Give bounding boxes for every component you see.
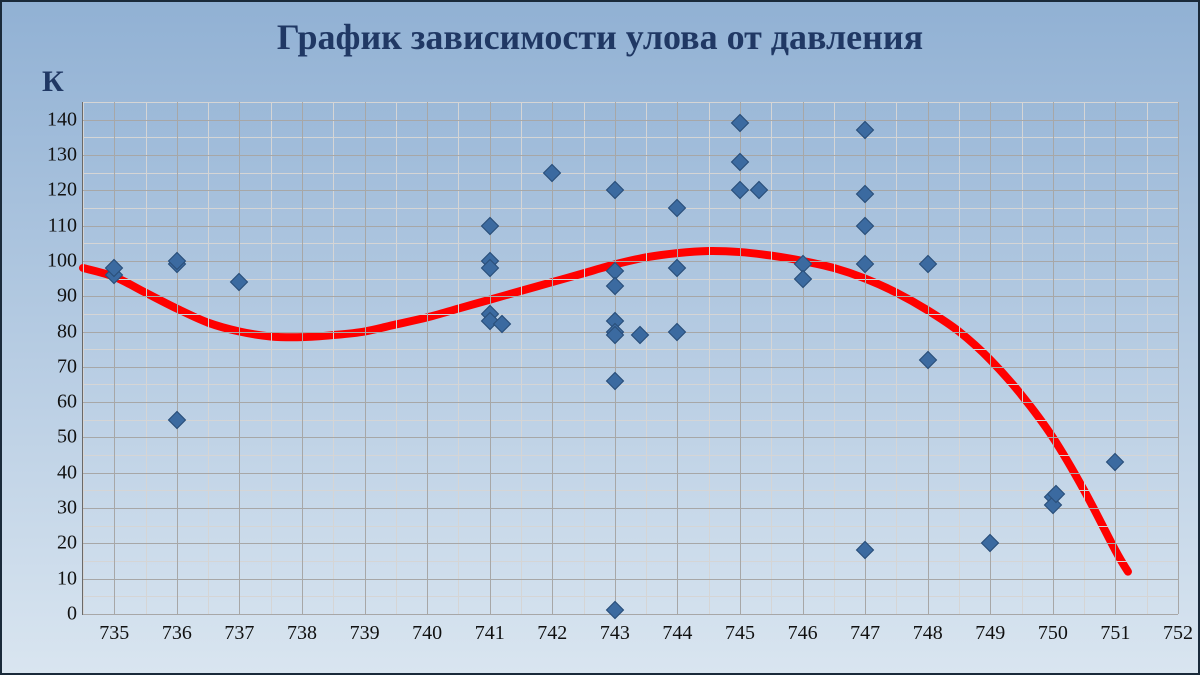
x-tick-label: 739 bbox=[350, 614, 380, 645]
y-tick-label: 110 bbox=[48, 214, 83, 237]
y-tick-label: 80 bbox=[57, 320, 83, 343]
gridline-h bbox=[83, 508, 1178, 509]
gridline-h bbox=[83, 437, 1178, 438]
y-tick-label: 120 bbox=[47, 179, 83, 202]
gridline-v bbox=[677, 102, 678, 614]
y-tick-label: 20 bbox=[57, 532, 83, 555]
trend-line bbox=[83, 102, 1178, 614]
minor-gridline-v bbox=[521, 102, 522, 614]
gridline-h bbox=[83, 226, 1178, 227]
gridline-v bbox=[239, 102, 240, 614]
y-tick-label: 30 bbox=[57, 497, 83, 520]
gridline-v bbox=[1053, 102, 1054, 614]
minor-gridline-h bbox=[83, 243, 1178, 244]
x-tick-label: 750 bbox=[1038, 614, 1068, 645]
minor-gridline-v bbox=[208, 102, 209, 614]
y-tick-label: 60 bbox=[57, 391, 83, 414]
minor-gridline-v bbox=[771, 102, 772, 614]
x-tick-label: 737 bbox=[224, 614, 254, 645]
y-tick-label: 40 bbox=[57, 461, 83, 484]
gridline-v bbox=[490, 102, 491, 614]
y-tick-label: 130 bbox=[47, 143, 83, 166]
minor-gridline-h bbox=[83, 349, 1178, 350]
gridline-v bbox=[1115, 102, 1116, 614]
minor-gridline-h bbox=[83, 314, 1178, 315]
y-tick-label: 70 bbox=[57, 355, 83, 378]
minor-gridline-v bbox=[458, 102, 459, 614]
x-tick-label: 738 bbox=[287, 614, 317, 645]
minor-gridline-v bbox=[834, 102, 835, 614]
gridline-v bbox=[302, 102, 303, 614]
minor-gridline-h bbox=[83, 526, 1178, 527]
y-tick-label: 0 bbox=[67, 603, 83, 626]
minor-gridline-h bbox=[83, 455, 1178, 456]
x-tick-label: 746 bbox=[788, 614, 818, 645]
minor-gridline-v bbox=[1147, 102, 1148, 614]
minor-gridline-h bbox=[83, 279, 1178, 280]
minor-gridline-v bbox=[959, 102, 960, 614]
gridline-h bbox=[83, 579, 1178, 580]
x-tick-label: 741 bbox=[475, 614, 505, 645]
y-tick-label: 90 bbox=[57, 285, 83, 308]
minor-gridline-h bbox=[83, 137, 1178, 138]
minor-gridline-h bbox=[83, 596, 1178, 597]
minor-gridline-h bbox=[83, 102, 1178, 103]
minor-gridline-v bbox=[584, 102, 585, 614]
x-tick-label: 744 bbox=[662, 614, 692, 645]
x-tick-label: 752 bbox=[1163, 614, 1193, 645]
gridline-h bbox=[83, 120, 1178, 121]
x-tick-label: 745 bbox=[725, 614, 755, 645]
gridline-v bbox=[803, 102, 804, 614]
x-tick-label: 749 bbox=[975, 614, 1005, 645]
gridline-v bbox=[427, 102, 428, 614]
y-axis-label: К bbox=[42, 65, 64, 99]
gridline-v bbox=[365, 102, 366, 614]
gridline-v bbox=[1178, 102, 1179, 614]
gridline-h bbox=[83, 296, 1178, 297]
x-tick-label: 736 bbox=[162, 614, 192, 645]
gridline-h bbox=[83, 367, 1178, 368]
gridline-h bbox=[83, 190, 1178, 191]
minor-gridline-v bbox=[396, 102, 397, 614]
gridline-h bbox=[83, 155, 1178, 156]
x-tick-label: 748 bbox=[913, 614, 943, 645]
minor-gridline-h bbox=[83, 420, 1178, 421]
minor-gridline-h bbox=[83, 490, 1178, 491]
x-tick-label: 742 bbox=[537, 614, 567, 645]
chart-title: График зависимости улова от давления bbox=[2, 16, 1198, 58]
gridline-h bbox=[83, 402, 1178, 403]
gridline-h bbox=[83, 473, 1178, 474]
minor-gridline-v bbox=[646, 102, 647, 614]
minor-gridline-v bbox=[1084, 102, 1085, 614]
minor-gridline-h bbox=[83, 173, 1178, 174]
gridline-h bbox=[83, 543, 1178, 544]
minor-gridline-v bbox=[896, 102, 897, 614]
gridline-h bbox=[83, 332, 1178, 333]
minor-gridline-v bbox=[333, 102, 334, 614]
gridline-v bbox=[615, 102, 616, 614]
minor-gridline-h bbox=[83, 561, 1178, 562]
minor-gridline-h bbox=[83, 208, 1178, 209]
gridline-h bbox=[83, 261, 1178, 262]
gridline-v bbox=[740, 102, 741, 614]
y-tick-label: 10 bbox=[57, 567, 83, 590]
gridline-v bbox=[114, 102, 115, 614]
x-tick-label: 747 bbox=[850, 614, 880, 645]
x-tick-label: 735 bbox=[99, 614, 129, 645]
x-tick-label: 751 bbox=[1100, 614, 1130, 645]
minor-gridline-h bbox=[83, 384, 1178, 385]
gridline-v bbox=[177, 102, 178, 614]
y-tick-label: 50 bbox=[57, 426, 83, 449]
minor-gridline-v bbox=[709, 102, 710, 614]
x-tick-label: 740 bbox=[412, 614, 442, 645]
minor-gridline-v bbox=[83, 102, 84, 614]
y-tick-label: 100 bbox=[47, 249, 83, 272]
chart-frame: График зависимости улова от давления К 0… bbox=[0, 0, 1200, 675]
gridline-v bbox=[865, 102, 866, 614]
minor-gridline-v bbox=[271, 102, 272, 614]
plot-area: 0102030405060708090100110120130140735736… bbox=[82, 102, 1178, 615]
y-tick-label: 140 bbox=[47, 108, 83, 131]
minor-gridline-v bbox=[146, 102, 147, 614]
minor-gridline-v bbox=[1022, 102, 1023, 614]
